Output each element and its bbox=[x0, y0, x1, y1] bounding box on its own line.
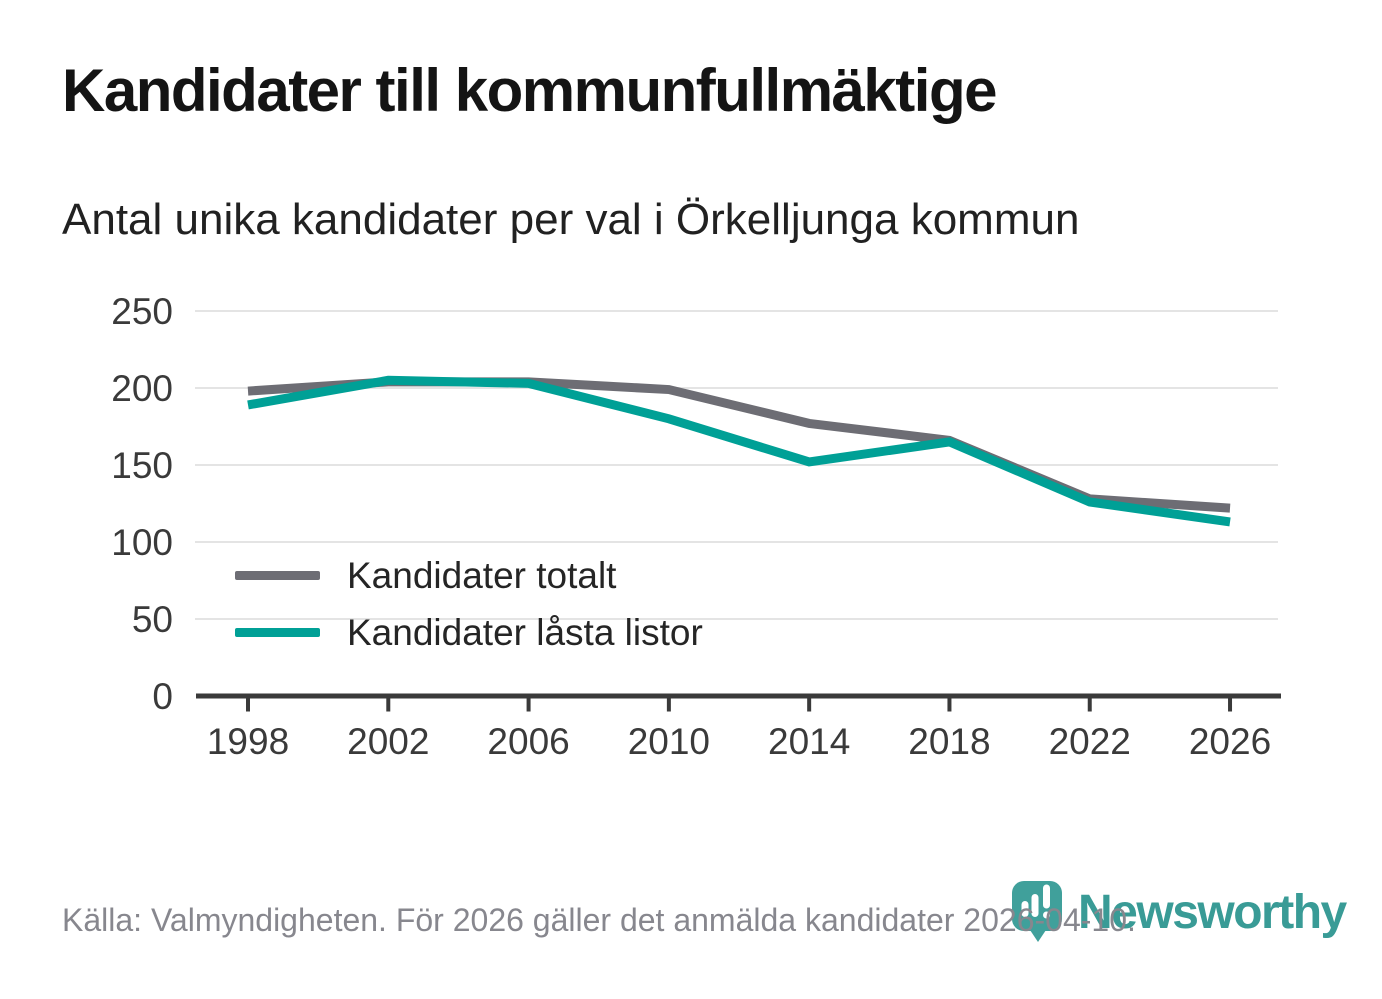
newsworthy-wordmark: Newsworthy bbox=[1078, 886, 1347, 939]
legend-label-locked-lists: Kandidater låsta listor bbox=[347, 612, 703, 653]
legend-item-total: Kandidater totalt bbox=[235, 554, 703, 597]
legend-swatch-locked-lists bbox=[235, 628, 320, 637]
y-tick-label: 100 bbox=[111, 522, 173, 563]
series-line-kandidater-l-sta-listor bbox=[247, 375, 1231, 527]
newsworthy-pin-icon bbox=[1012, 881, 1062, 942]
x-tick-label: 2010 bbox=[628, 721, 710, 762]
y-tick-label: 0 bbox=[152, 676, 173, 717]
x-tick-label: 2006 bbox=[487, 721, 569, 762]
legend-item-locked-lists: Kandidater låsta listor bbox=[235, 611, 703, 654]
legend-label-total: Kandidater totalt bbox=[347, 555, 617, 596]
chart-title: Kandidater till kommunfullmäktige bbox=[62, 57, 997, 124]
x-tick-label: 2014 bbox=[768, 721, 850, 762]
y-tick-label: 200 bbox=[111, 368, 173, 409]
y-tick-label: 50 bbox=[132, 599, 173, 640]
x-tick-label: 2002 bbox=[347, 721, 429, 762]
x-tick-label: 2022 bbox=[1049, 721, 1131, 762]
chart-subtitle: Antal unika kandidater per val i Örkellj… bbox=[62, 195, 1080, 244]
y-tick-label: 250 bbox=[111, 291, 173, 332]
chart-legend: Kandidater totalt Kandidater låsta listo… bbox=[235, 554, 703, 654]
x-tick-label: 2018 bbox=[908, 721, 990, 762]
y-tick-label: 150 bbox=[111, 445, 173, 486]
x-tick-label: 1998 bbox=[207, 721, 289, 762]
x-tick-label: 2026 bbox=[1189, 721, 1271, 762]
legend-swatch-total bbox=[235, 571, 320, 580]
source-note: Källa: Valmyndigheten. För 2026 gäller d… bbox=[62, 902, 1136, 938]
